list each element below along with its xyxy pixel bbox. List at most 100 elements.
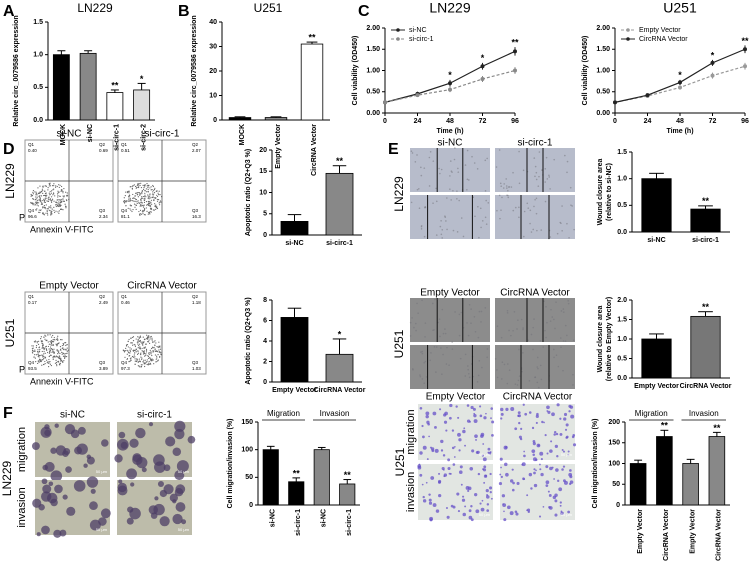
cell: [443, 413, 447, 417]
texture: [551, 316, 554, 318]
cell: [165, 436, 176, 447]
cell: [556, 455, 559, 458]
event-dot: [129, 357, 132, 360]
legend-label: si-NC: [409, 27, 427, 34]
event-dot: [139, 339, 141, 342]
cell: [526, 494, 529, 497]
event-dot: [65, 342, 67, 344]
event-dot: [139, 335, 141, 337]
cell: [538, 515, 542, 518]
texture: [446, 197, 448, 199]
event-dot: [139, 209, 142, 211]
texture: [478, 310, 481, 313]
cell: [470, 405, 474, 410]
event-dot: [32, 204, 34, 206]
event-dot: [35, 191, 37, 193]
cell: [554, 513, 558, 517]
event-dot: [135, 187, 137, 189]
texture: [413, 326, 415, 329]
plot-header: Empty Vector: [39, 281, 99, 292]
texture: [420, 351, 422, 353]
event-dot: [156, 198, 158, 201]
event-dot: [143, 338, 146, 341]
cell: [457, 432, 461, 437]
event-dot: [159, 201, 161, 203]
texture: [442, 353, 444, 356]
cell: [548, 506, 553, 510]
chart-title: U251: [663, 0, 697, 16]
event-dot: [156, 190, 158, 192]
assay-label: invasion: [16, 487, 28, 527]
texture: [536, 381, 539, 384]
event-dot: [50, 190, 53, 192]
event-dot: [154, 340, 156, 342]
event-dot: [156, 346, 158, 348]
event-dot: [132, 340, 135, 342]
texture: [486, 348, 489, 350]
event-dot: [149, 349, 151, 351]
event-dot: [137, 191, 139, 194]
cell: [438, 472, 441, 475]
cell: [520, 427, 523, 430]
cell: [476, 450, 480, 454]
texture: [432, 202, 434, 204]
event-dot: [53, 200, 55, 202]
event-dot: [154, 349, 156, 351]
texture: [439, 225, 442, 228]
event-dot: [137, 352, 140, 354]
event-dot: [34, 191, 36, 193]
event-dot: [149, 213, 151, 215]
event-dot: [50, 192, 53, 194]
event-dot: [38, 211, 40, 213]
bar: [656, 436, 673, 506]
cell: [434, 448, 439, 453]
event-dot: [65, 205, 67, 207]
cell: [449, 403, 453, 408]
cell: [482, 443, 485, 445]
event-dot: [138, 344, 140, 346]
event-dot: [145, 351, 148, 353]
cell: [459, 465, 463, 469]
texture: [533, 157, 536, 159]
event-dot: [134, 360, 136, 362]
event-dot: [135, 192, 137, 194]
event-dot: [128, 198, 130, 200]
event-dot: [145, 200, 148, 203]
texture: [416, 154, 418, 156]
event-dot: [52, 358, 54, 360]
cell: [159, 516, 170, 527]
cell: [445, 507, 448, 510]
cell: [118, 479, 123, 484]
event-dot: [39, 359, 42, 361]
cell: [174, 470, 185, 481]
texture: [505, 185, 508, 187]
event-dot: [150, 363, 152, 365]
event-dot: [55, 210, 57, 212]
texture: [510, 186, 513, 188]
event-dot: [42, 356, 44, 358]
cell: [563, 412, 568, 416]
event-dot: [50, 199, 52, 202]
event-dot: [153, 341, 155, 343]
texture: [507, 189, 509, 192]
cell: [419, 451, 423, 455]
event-dot: [156, 194, 158, 196]
texture: [534, 376, 536, 379]
x-tick-label: Empty Vector: [275, 124, 282, 169]
texture: [512, 171, 514, 174]
event-dot: [33, 356, 35, 358]
cell: [499, 473, 502, 476]
event-dot: [139, 193, 141, 195]
event-dot: [66, 343, 68, 346]
event-dot: [141, 213, 143, 215]
event-dot: [140, 198, 142, 200]
event-dot: [130, 199, 132, 201]
event-dot: [57, 361, 59, 363]
event-dot: [124, 195, 126, 197]
y-tick-label: 0: [249, 502, 253, 509]
event-dot: [146, 361, 148, 363]
scale-bar-label: 50 μm: [96, 469, 108, 474]
event-dot: [133, 343, 135, 346]
texture: [458, 199, 460, 202]
cell: [500, 417, 503, 420]
